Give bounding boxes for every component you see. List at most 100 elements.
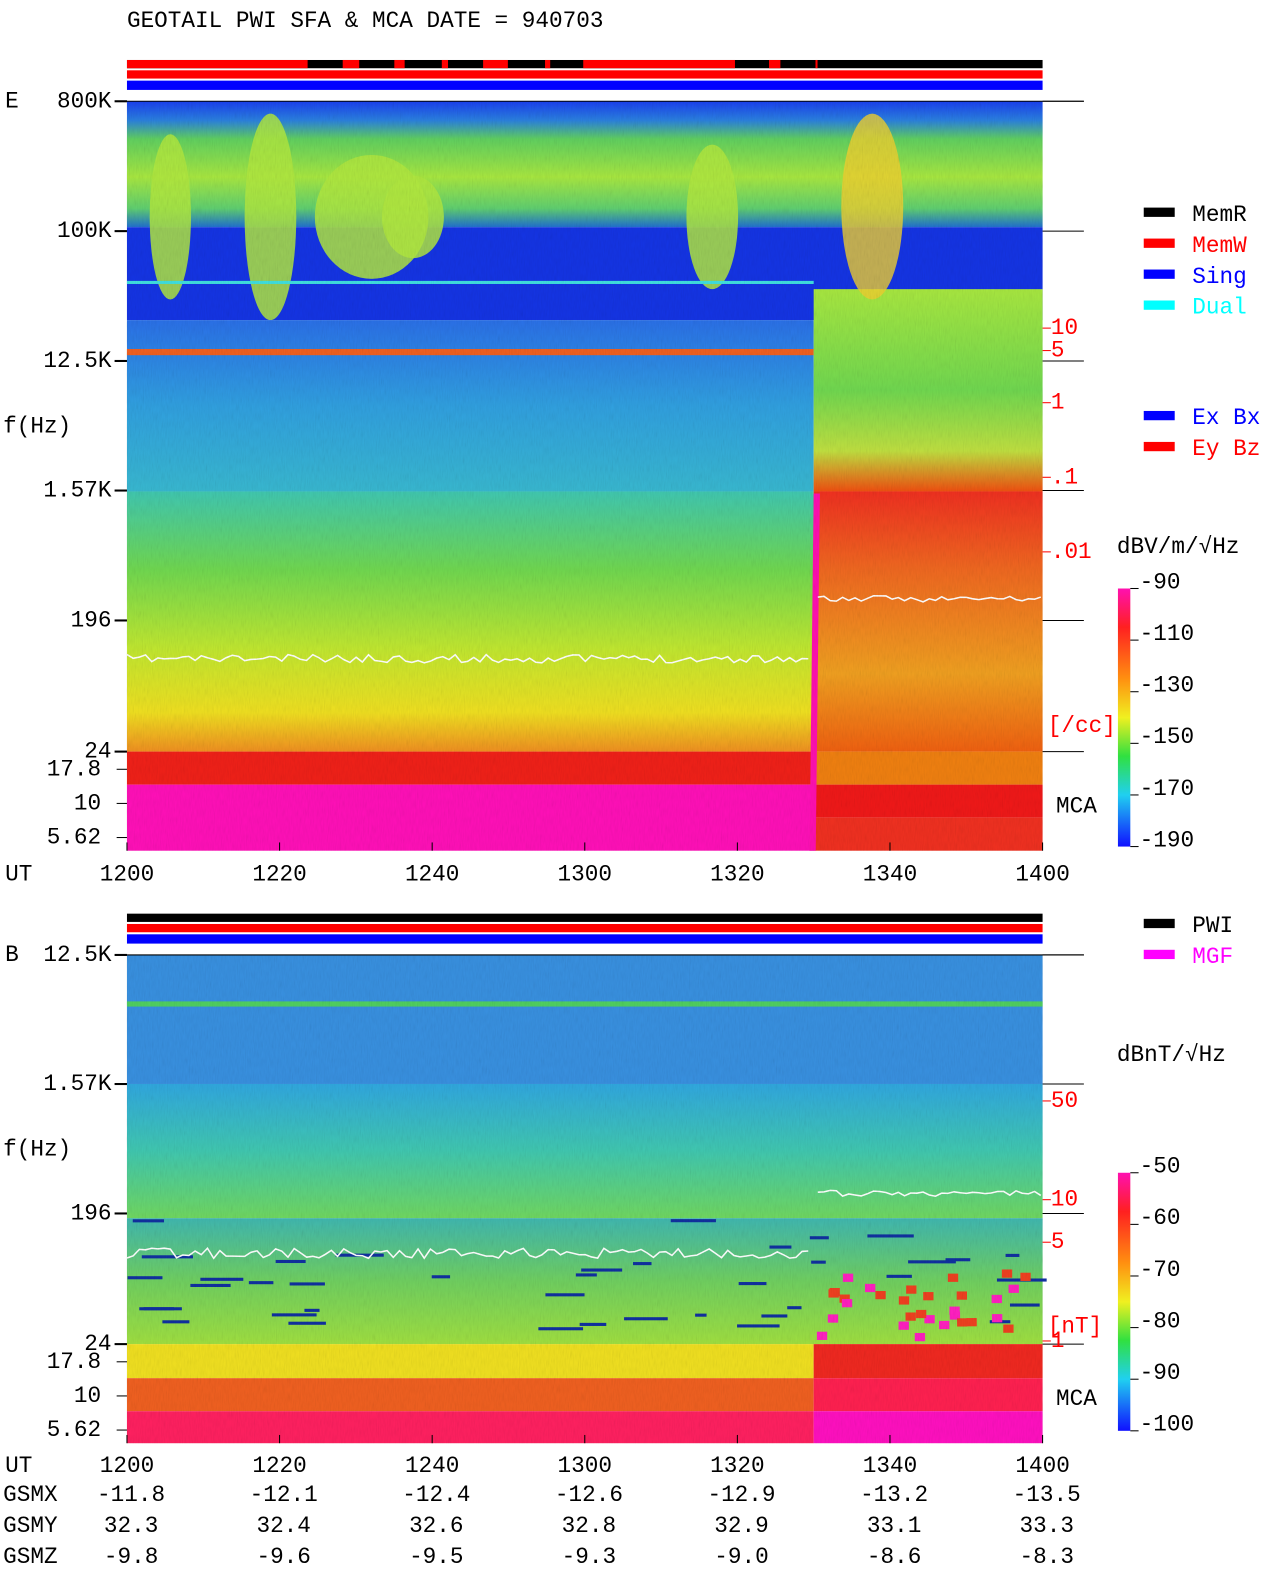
- colorbar-tick-label: -130: [1140, 673, 1194, 699]
- x-tick-label: 1300: [558, 861, 612, 887]
- status-bar: [126, 923, 1043, 933]
- colorbar-tick-label: -80: [1140, 1308, 1181, 1334]
- y2-tick-label: 50: [1051, 1088, 1078, 1114]
- orbit-label: GSMX: [3, 1482, 58, 1508]
- orbit-value: -13.5: [1013, 1482, 1081, 1508]
- colorbar-label: dBV/m/√Hz: [1117, 534, 1240, 560]
- orbit-value: 32.9: [714, 1513, 768, 1539]
- y-tick-label: 800K: [57, 88, 112, 114]
- colorbar-tick-label: -190: [1140, 827, 1194, 853]
- legend-swatch: [1143, 207, 1175, 217]
- y-tick-label: 196: [71, 1200, 112, 1226]
- orbit-value: -9.5: [409, 1544, 463, 1570]
- orbit-value: -8.3: [1019, 1544, 1073, 1570]
- orbit-value: -9.8: [104, 1544, 158, 1570]
- colorbar-label: dBnT/√Hz: [1117, 1042, 1226, 1068]
- orbit-value: -9.0: [714, 1544, 768, 1570]
- status-bar: [126, 70, 1043, 79]
- y-axis-label: f(Hz): [3, 1137, 71, 1163]
- orbit-value: -12.6: [555, 1482, 623, 1508]
- colorbar: [1117, 588, 1131, 847]
- status-bar: [126, 80, 1043, 90]
- status-bar: [126, 934, 1043, 944]
- y-axis-label: f(Hz): [3, 413, 71, 439]
- orbit-label: GSMZ: [3, 1544, 57, 1570]
- orbit-value: -9.6: [256, 1544, 310, 1570]
- status-segment: [342, 59, 360, 69]
- colorbar-tick-label: -170: [1140, 776, 1194, 802]
- mca-tick-label: 10: [74, 1383, 101, 1409]
- status-segment: [483, 59, 508, 69]
- x-tick-label: 1400: [1015, 1453, 1069, 1479]
- legend-label: MGF: [1192, 944, 1233, 970]
- colorbar-tick-label: -110: [1140, 621, 1194, 647]
- orbit-value: -9.3: [562, 1544, 616, 1570]
- orbit-value: -8.6: [867, 1544, 921, 1570]
- status-segment: [441, 59, 448, 69]
- x-tick-label: 1300: [558, 1453, 612, 1479]
- x-tick-label: 1320: [710, 861, 764, 887]
- x-tick-label: 1340: [863, 861, 917, 887]
- colorbar-tick-label: -90: [1140, 569, 1181, 595]
- orbit-value: -12.1: [250, 1482, 318, 1508]
- legend-swatch: [1143, 238, 1175, 248]
- legend-label: MemR: [1192, 202, 1247, 228]
- mca-tick-label: 17.8: [47, 756, 101, 782]
- texture: [126, 954, 1043, 1444]
- status-bar: [126, 913, 1043, 922]
- y-tick-label: 1.57K: [43, 478, 111, 504]
- legend-swatch: [1143, 269, 1175, 279]
- orbit-value: 32.4: [256, 1513, 310, 1539]
- panel-label: B: [5, 942, 19, 968]
- status-segment: [769, 59, 781, 69]
- y2-tick-label: .1: [1051, 464, 1078, 490]
- orbit-value: 32.6: [409, 1513, 463, 1539]
- status-segment: [815, 59, 818, 69]
- x-tick-label: 1200: [100, 1453, 154, 1479]
- y-tick-label: 24: [84, 1331, 111, 1357]
- legend-label: MemW: [1192, 233, 1247, 259]
- orbit-value: -12.4: [402, 1482, 470, 1508]
- y2-tick-label: 1: [1051, 390, 1065, 416]
- orbit-value: -12.9: [707, 1482, 775, 1508]
- y-tick-label: 100K: [57, 218, 112, 244]
- mca-tick-label: 5.62: [47, 1417, 101, 1443]
- x-tick-label: 1320: [710, 1453, 764, 1479]
- colorbar-tick-label: -60: [1140, 1205, 1181, 1231]
- x-axis-label: UT: [5, 1453, 32, 1479]
- mca-tick-label: 17.8: [47, 1349, 101, 1375]
- colorbar: [1117, 1172, 1131, 1431]
- mca-tick-label: 5.62: [47, 825, 101, 851]
- y-tick-label: 12.5K: [43, 942, 111, 968]
- y2-tick-label: 5: [1051, 338, 1065, 364]
- legend-swatch: [1143, 949, 1175, 960]
- texture: [126, 101, 1043, 851]
- legend-swatch: [1143, 918, 1175, 929]
- mca-label: MCA: [1056, 1386, 1097, 1412]
- y2-tick-label: 10: [1051, 315, 1078, 341]
- orbit-value: -11.8: [97, 1482, 165, 1508]
- y2-unit-label: [/cc]: [1048, 713, 1116, 739]
- orbit-value: 32.8: [562, 1513, 616, 1539]
- y-tick-label: 1.57K: [43, 1071, 111, 1097]
- colorbar-tick-label: -90: [1140, 1360, 1181, 1386]
- legend-label: Ex Bx: [1192, 405, 1260, 431]
- orbit-value: 33.3: [1019, 1513, 1073, 1539]
- y2-unit-label: [nT]: [1048, 1314, 1102, 1340]
- orbit-value: 33.1: [867, 1513, 921, 1539]
- status-segment: [394, 59, 405, 69]
- orbit-value: -13.2: [860, 1482, 928, 1508]
- y2-tick-label: 1: [1051, 1328, 1065, 1354]
- x-tick-label: 1240: [405, 861, 459, 887]
- title: GEOTAIL PWI SFA & MCA DATE = 940703: [127, 8, 604, 34]
- legend-label: Sing: [1192, 264, 1246, 290]
- orbit-value: 32.3: [104, 1513, 158, 1539]
- y2-tick-label: 10: [1051, 1187, 1078, 1213]
- y2-tick-label: 5: [1051, 1229, 1065, 1255]
- x-tick-label: 1220: [252, 1453, 306, 1479]
- legend-swatch: [1143, 441, 1175, 452]
- legend-label: PWI: [1192, 913, 1233, 939]
